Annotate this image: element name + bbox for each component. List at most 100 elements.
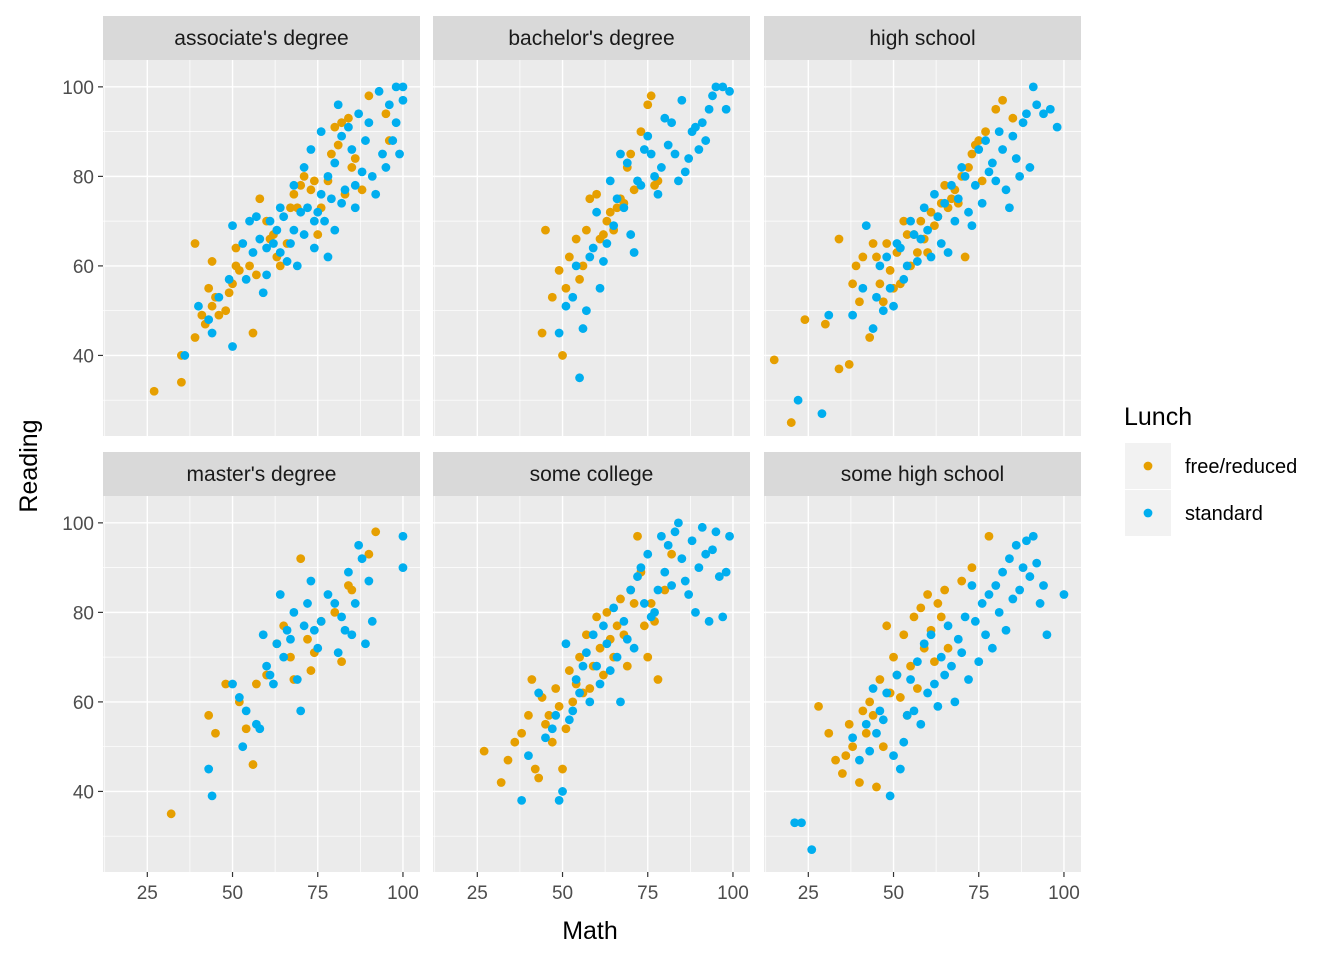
legend-key-free-reduced <box>1143 461 1153 471</box>
point-standard <box>279 212 289 222</box>
point-standard <box>998 567 1008 577</box>
point-free-reduced <box>1008 113 1018 123</box>
point-standard <box>279 652 289 662</box>
legend-label-free-reduced: free/reduced <box>1185 456 1297 478</box>
point-standard <box>354 540 364 550</box>
point-standard <box>561 301 571 311</box>
point-standard <box>1028 531 1038 541</box>
point-free-reduced <box>364 549 374 559</box>
point-standard <box>872 292 881 302</box>
point-free-reduced <box>575 652 584 662</box>
point-standard <box>602 639 612 649</box>
point-standard <box>599 257 608 266</box>
point-free-reduced <box>895 693 905 702</box>
point-standard <box>275 590 285 599</box>
point-free-reduced <box>834 234 844 244</box>
point-standard <box>1001 185 1011 195</box>
point-free-reduced <box>855 297 864 307</box>
point-standard <box>313 207 323 217</box>
point-standard <box>272 639 282 649</box>
point-free-reduced <box>872 782 881 792</box>
point-standard <box>398 95 408 105</box>
point-standard <box>1032 558 1042 568</box>
point-free-reduced <box>858 252 868 262</box>
point-standard <box>629 643 639 653</box>
point-standard <box>639 599 649 608</box>
point-free-reduced <box>933 599 943 608</box>
point-standard <box>906 216 915 226</box>
point-standard <box>919 203 929 213</box>
point-standard <box>861 719 871 729</box>
point-standard <box>323 171 333 181</box>
point-standard <box>289 225 299 235</box>
point-free-reduced <box>960 252 970 262</box>
point-standard <box>674 176 683 186</box>
point-free-reduced <box>599 230 608 239</box>
x-tick-label: 75 <box>637 883 658 904</box>
y-tick-label: 100 <box>62 514 94 535</box>
point-standard <box>541 733 550 743</box>
point-standard <box>255 724 265 734</box>
point-standard <box>286 239 295 248</box>
point-standard <box>967 581 977 590</box>
point-standard <box>554 328 564 338</box>
facet-strip-label: master's degree <box>187 463 337 486</box>
point-standard <box>296 207 306 217</box>
point-standard <box>524 751 533 761</box>
y-tick-label: 40 <box>73 346 94 367</box>
point-free-reduced <box>998 95 1008 105</box>
point-standard <box>663 540 673 550</box>
point-standard <box>316 189 326 199</box>
point-free-reduced <box>646 91 656 101</box>
point-standard <box>711 82 721 92</box>
point-standard <box>984 590 994 599</box>
point-free-reduced <box>231 243 241 253</box>
point-free-reduced <box>337 118 347 128</box>
point-free-reduced <box>541 719 550 729</box>
point-standard <box>694 563 704 573</box>
point-free-reduced <box>595 643 605 653</box>
point-standard <box>923 688 933 698</box>
point-standard <box>306 145 316 154</box>
point-standard <box>933 701 943 711</box>
point-standard <box>581 306 591 316</box>
point-standard <box>653 585 663 595</box>
point-standard <box>708 91 717 101</box>
point-standard <box>585 697 595 707</box>
series-free-reduced <box>149 91 394 396</box>
facet-strip-label: some high school <box>841 463 1004 486</box>
point-standard <box>262 661 272 671</box>
x-tick-label: 25 <box>798 883 819 904</box>
point-free-reduced <box>930 221 939 231</box>
point-standard <box>923 225 933 235</box>
point-standard <box>691 607 700 617</box>
point-standard <box>660 567 670 577</box>
point-standard <box>981 630 990 640</box>
point-free-reduced <box>176 377 186 387</box>
point-standard <box>697 522 707 532</box>
point-standard <box>612 194 622 204</box>
y-tick-label: 80 <box>73 167 94 188</box>
point-standard <box>367 616 377 626</box>
point-standard <box>309 625 319 635</box>
point-standard <box>330 225 340 235</box>
x-tick-label: 75 <box>968 883 989 904</box>
facet-panel-associate-s-degree: associate's degree 40 60 80 100 <box>62 16 420 436</box>
point-standard <box>977 599 987 608</box>
point-free-reduced <box>626 149 636 159</box>
point-standard <box>1015 585 1025 595</box>
point-standard <box>374 86 384 96</box>
point-standard <box>970 616 980 626</box>
point-standard <box>1042 630 1052 640</box>
facet-panel-some-college: some college 25 50 75 100 <box>433 452 750 904</box>
point-free-reduced <box>207 301 217 311</box>
point-standard <box>636 180 646 190</box>
point-standard <box>684 590 694 599</box>
point-free-reduced <box>309 176 319 186</box>
facet-strip <box>103 452 420 496</box>
point-standard <box>581 648 591 658</box>
point-free-reduced <box>503 755 513 765</box>
point-standard <box>677 554 687 564</box>
point-free-reduced <box>967 149 977 159</box>
